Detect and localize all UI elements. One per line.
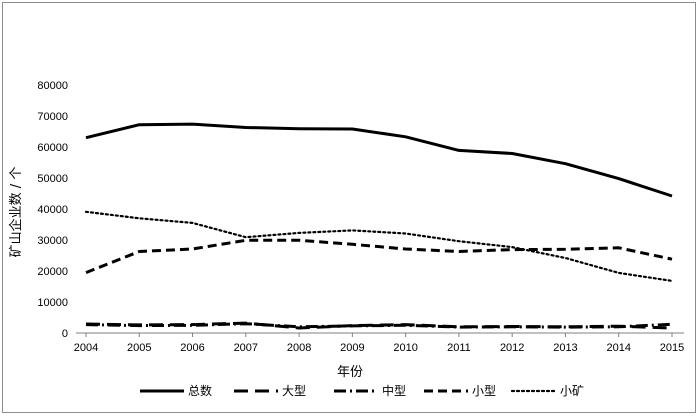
chart-frame	[2, 2, 696, 413]
legend-label-2: 大型	[282, 384, 306, 398]
x-tick-label: 2013	[553, 342, 577, 354]
y-tick-label: 70000	[37, 111, 68, 123]
x-tick-label: 2005	[127, 342, 151, 354]
legend-label-3: 中型	[382, 383, 406, 398]
y-tick-label: 20000	[37, 266, 68, 278]
series-line-5	[84, 210, 674, 282]
x-tick-label: 2009	[340, 342, 364, 354]
y-axis-title: 矿山企业数 / 个	[8, 167, 24, 258]
y-tick-label: 50000	[37, 173, 68, 185]
y-tick-label: 80000	[37, 80, 68, 92]
legend-label-1: 总数	[188, 383, 212, 398]
y-tick-label: 40000	[37, 204, 68, 216]
x-tick-label: 2012	[500, 342, 524, 354]
x-axis-title: 年份	[337, 365, 363, 380]
x-tick-label: 2006	[180, 342, 204, 354]
x-tick-label: 2010	[393, 342, 417, 354]
x-tick-label: 2004	[74, 342, 98, 354]
series-line-3	[85, 322, 673, 329]
x-tick-label: 2011	[447, 342, 471, 354]
y-tick-label: 60000	[37, 142, 68, 154]
series-line-4	[85, 238, 673, 274]
series-line-1	[85, 122, 673, 198]
x-tick-label: 2015	[660, 342, 684, 354]
x-tick-label: 2008	[287, 342, 311, 354]
y-tick-label: 30000	[37, 235, 68, 247]
x-tick-label: 2014	[606, 342, 630, 354]
legend-label-5: 小矿	[560, 384, 584, 398]
x-tick-label: 2007	[234, 342, 258, 354]
legend-label-4: 小型	[472, 384, 496, 398]
y-tick-label: 10000	[37, 297, 68, 309]
y-tick-label: 0	[62, 328, 68, 340]
